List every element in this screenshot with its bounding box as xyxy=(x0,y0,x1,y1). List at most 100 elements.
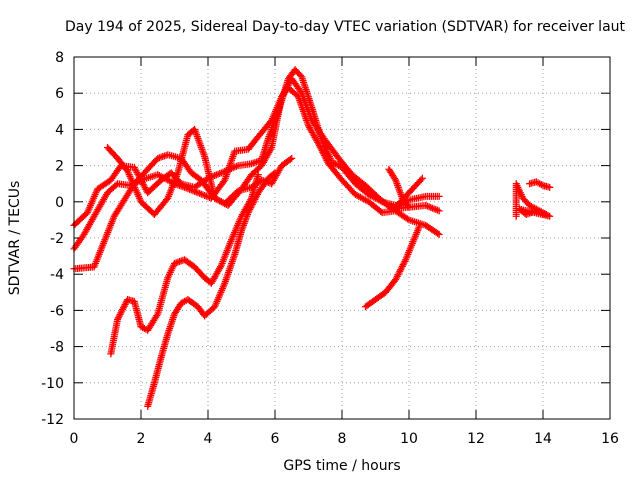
data-point xyxy=(253,192,261,200)
data-series xyxy=(70,66,554,410)
data-point xyxy=(315,142,323,150)
data-point xyxy=(115,312,123,320)
plot-frame xyxy=(73,56,611,420)
data-point xyxy=(286,155,294,163)
y-tick-label: -6 xyxy=(50,303,64,319)
data-point xyxy=(288,154,296,162)
y-tick-label: -4 xyxy=(50,267,64,283)
data-point xyxy=(252,194,260,202)
data-point xyxy=(405,203,413,211)
data-point xyxy=(417,176,425,184)
data-point xyxy=(537,181,545,189)
data-point xyxy=(112,181,120,189)
data-point xyxy=(114,315,122,323)
data-point xyxy=(271,169,279,177)
data-point xyxy=(546,183,554,191)
series-track-5 xyxy=(107,171,262,358)
series-track-2 xyxy=(70,75,443,253)
data-point xyxy=(396,267,404,275)
data-point xyxy=(254,171,262,179)
x-tick-label: 10 xyxy=(400,431,418,447)
data-point xyxy=(393,272,401,280)
data-point xyxy=(250,197,258,205)
x-tick-label: 0 xyxy=(70,431,79,447)
data-point xyxy=(121,301,129,309)
x-axis-label: GPS time / hours xyxy=(283,458,400,474)
data-point xyxy=(323,156,331,164)
data-point xyxy=(202,192,210,200)
data-point xyxy=(315,140,323,148)
data-point xyxy=(425,203,433,211)
series-track-4 xyxy=(104,125,296,218)
data-point xyxy=(394,271,402,279)
tick-labels: 0 2 4 6 8 10 12 14 16 -12 -10 -8 -6 -4 -2 0 2 4 6 8 xyxy=(41,50,619,447)
y-tick-label: 6 xyxy=(55,86,64,102)
data-point xyxy=(433,206,441,214)
y-tick-label: -8 xyxy=(50,340,64,356)
data-point xyxy=(415,223,423,231)
data-point xyxy=(427,203,435,211)
data-point xyxy=(392,274,400,282)
data-point xyxy=(318,147,326,155)
data-point xyxy=(399,261,407,269)
data-point xyxy=(404,202,412,210)
data-point xyxy=(392,276,400,284)
data-point xyxy=(542,210,550,218)
y-tick-label: 8 xyxy=(55,50,64,66)
x-tick-label: 16 xyxy=(601,431,619,447)
data-point xyxy=(248,202,256,210)
data-point xyxy=(320,151,328,159)
data-point xyxy=(219,168,227,176)
data-point xyxy=(192,188,200,196)
data-point xyxy=(248,200,256,208)
x-tick-label: 8 xyxy=(338,431,347,447)
data-point xyxy=(191,187,199,195)
y-tick-label: 2 xyxy=(55,159,64,175)
data-point xyxy=(249,199,257,207)
data-point xyxy=(319,148,327,156)
data-point xyxy=(422,201,430,209)
data-point xyxy=(199,191,207,199)
x-tick-label: 2 xyxy=(137,431,146,447)
series-track-7 xyxy=(361,223,423,311)
data-point xyxy=(186,185,194,193)
series-track-6 xyxy=(144,169,279,410)
data-point xyxy=(430,205,438,213)
data-point xyxy=(400,259,408,267)
data-point xyxy=(391,175,399,183)
data-point xyxy=(184,185,192,193)
data-point xyxy=(404,215,412,223)
y-tick-label: -2 xyxy=(50,231,64,247)
data-point xyxy=(398,262,406,270)
data-point xyxy=(418,174,426,182)
data-point xyxy=(435,207,443,215)
data-point xyxy=(435,192,443,200)
data-point xyxy=(217,169,225,177)
data-point xyxy=(216,170,224,178)
y-tick-label: 4 xyxy=(55,122,64,138)
data-point xyxy=(317,145,325,153)
x-tick-label: 12 xyxy=(467,431,485,447)
data-point xyxy=(395,269,403,277)
series-track-10 xyxy=(512,180,554,220)
chart-title: Day 194 of 2025, Sidereal Day-to-day VTE… xyxy=(65,19,626,35)
data-point xyxy=(119,305,127,313)
series-track-11 xyxy=(526,178,554,191)
x-tick-label: 14 xyxy=(534,431,552,447)
data-point xyxy=(267,145,275,153)
data-point xyxy=(187,186,195,194)
data-point xyxy=(214,170,222,178)
data-point xyxy=(397,264,405,272)
data-point xyxy=(194,189,202,197)
data-point xyxy=(377,207,385,215)
data-point xyxy=(212,171,220,179)
data-point xyxy=(117,309,125,317)
data-point xyxy=(118,307,126,315)
data-point xyxy=(432,205,440,213)
data-point xyxy=(216,263,224,271)
data-point xyxy=(119,304,127,312)
data-point xyxy=(428,204,436,212)
data-point xyxy=(201,191,209,199)
data-point xyxy=(397,266,405,274)
y-tick-label: 0 xyxy=(55,195,64,211)
